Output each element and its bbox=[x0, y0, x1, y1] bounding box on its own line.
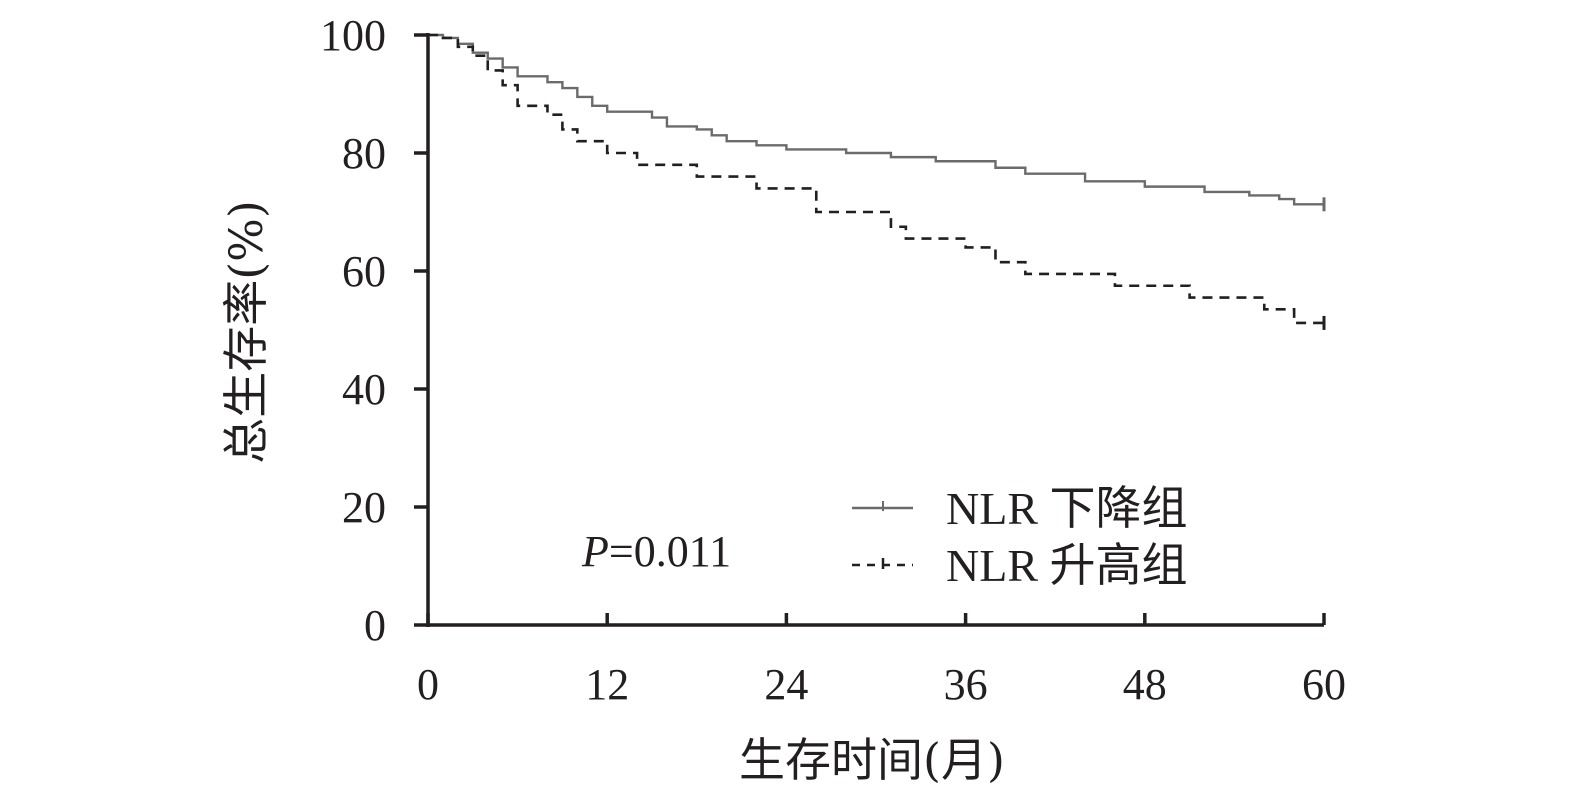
x-tick-label: 48 bbox=[1123, 660, 1167, 709]
legend: NLR 下降组 NLR 升高组 bbox=[852, 483, 1188, 591]
x-tick-label: 60 bbox=[1302, 660, 1346, 709]
y-tick-label: 60 bbox=[342, 247, 386, 296]
x-tick-label: 12 bbox=[585, 660, 629, 709]
legend-label-nlr-decrease: NLR 下降组 bbox=[946, 483, 1188, 534]
axes: 0 20 40 60 80 100 0 12 24 36 48 60 bbox=[320, 11, 1346, 709]
legend-swatch-nlr-increase bbox=[852, 558, 913, 569]
y-tick-label: 80 bbox=[342, 129, 386, 178]
y-tick-label: 0 bbox=[364, 601, 386, 650]
x-tick-label: 24 bbox=[764, 660, 808, 709]
survival-curves bbox=[428, 33, 1326, 330]
y-axis-title: 总生存率(%) bbox=[219, 200, 273, 464]
legend-label-nlr-increase: NLR 升高组 bbox=[946, 540, 1188, 591]
x-tick-label: 0 bbox=[417, 660, 439, 709]
p-value-symbol: P bbox=[581, 527, 609, 576]
y-tick-label: 100 bbox=[320, 11, 386, 60]
p-value-annotation: P=0.011 bbox=[581, 527, 731, 576]
y-tick-label: 40 bbox=[342, 365, 386, 414]
x-tick-label: 36 bbox=[944, 660, 988, 709]
x-axis-title: 生存时间(月) bbox=[739, 733, 1005, 787]
survival-curve-1 bbox=[428, 33, 1324, 325]
p-value-number: =0.011 bbox=[609, 527, 731, 576]
legend-swatch-nlr-decrease bbox=[852, 501, 913, 511]
y-tick-label: 20 bbox=[342, 483, 386, 532]
survival-curve-0 bbox=[428, 33, 1324, 206]
